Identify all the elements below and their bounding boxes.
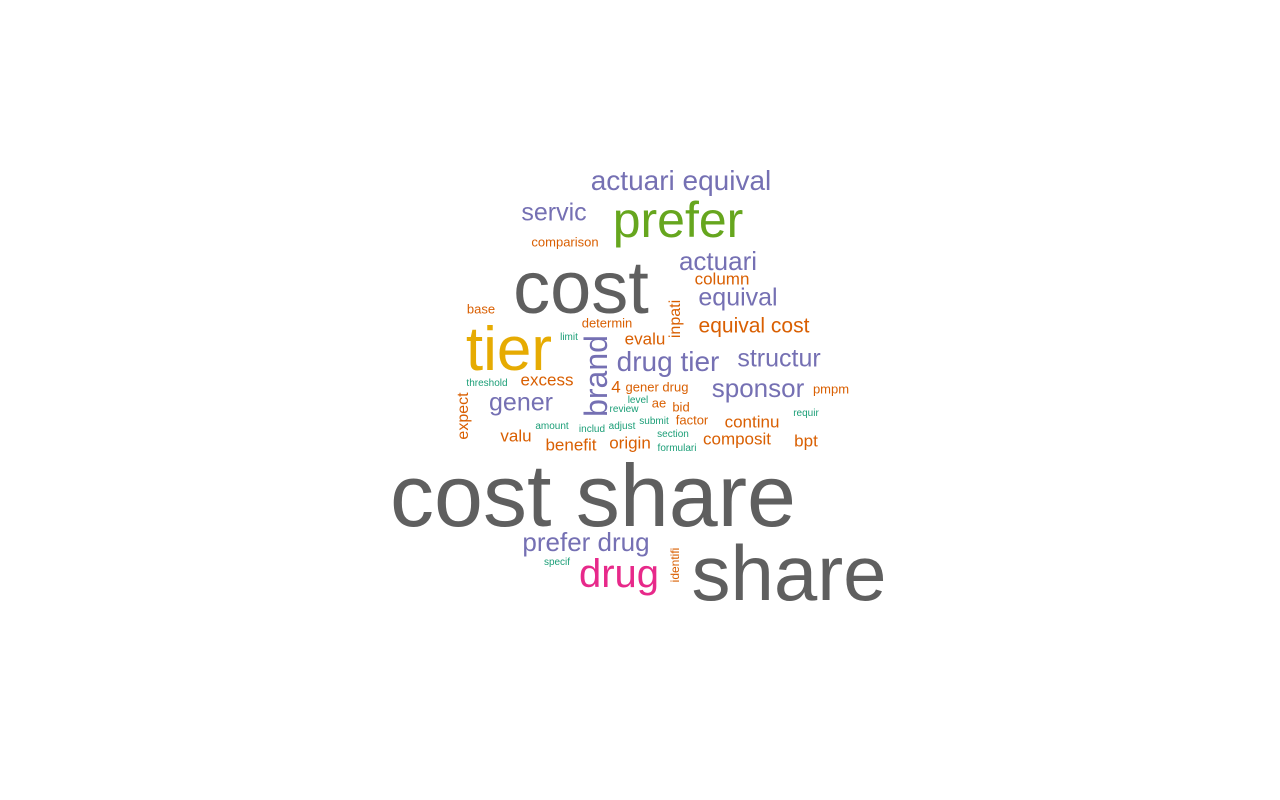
- word-prefer-drug: prefer drug: [522, 527, 650, 557]
- word-bid: bid: [672, 399, 690, 415]
- word-equival-cost: equival cost: [698, 314, 810, 338]
- word-determin: determin: [581, 315, 633, 331]
- word-column: column: [694, 269, 750, 289]
- word-share: share: [691, 529, 887, 617]
- word-review: review: [609, 404, 639, 415]
- word-adjust: adjust: [608, 421, 636, 432]
- word-ae: ae: [651, 395, 667, 411]
- word-4: 4: [611, 377, 621, 397]
- word-continu: continu: [724, 412, 780, 432]
- word-drug-tier: drug tier: [616, 346, 720, 377]
- word-cost-share: cost share: [390, 446, 796, 545]
- word-comparison: comparison: [531, 234, 599, 250]
- word-identifi: identifi: [668, 547, 682, 583]
- word-factor: factor: [675, 412, 709, 428]
- word-inpati: inpati: [667, 299, 684, 339]
- word-gener-drug: gener drug: [625, 379, 689, 395]
- word-base: base: [466, 301, 496, 317]
- word-excess: excess: [520, 370, 574, 390]
- word-actuari: actuari: [678, 246, 758, 276]
- word-section: section: [657, 429, 689, 440]
- word-drug: drug: [578, 552, 660, 596]
- word-servic: servic: [521, 198, 587, 227]
- word-includ: includ: [578, 424, 606, 435]
- word-actuari-equival: actuari equival: [590, 165, 772, 196]
- word-formulari: formulari: [657, 443, 697, 454]
- word-threshold: threshold: [466, 378, 508, 389]
- word-level: level: [627, 395, 649, 406]
- word-equival: equival: [698, 283, 778, 312]
- word-brand: brand: [578, 335, 614, 417]
- word-valu: valu: [500, 426, 532, 446]
- word-specif: specif: [543, 557, 571, 568]
- word-structur: structur: [737, 344, 821, 373]
- word-prefer: prefer: [612, 192, 744, 248]
- word-origin: origin: [609, 433, 651, 453]
- word-amount: amount: [535, 421, 569, 432]
- word-pmpm: pmpm: [812, 381, 850, 397]
- word-composit: composit: [702, 429, 772, 449]
- word-bpt: bpt: [794, 431, 818, 451]
- word-cost: cost: [513, 246, 649, 329]
- word-limit: limit: [560, 332, 578, 343]
- word-requir: requir: [793, 408, 819, 419]
- word-benefit: benefit: [545, 435, 597, 455]
- word-tier: tier: [465, 315, 553, 384]
- word-evalu: evalu: [624, 329, 666, 349]
- word-gener: gener: [489, 388, 553, 417]
- word-expect: expect: [455, 392, 472, 440]
- word-submit: submit: [639, 416, 669, 427]
- word-sponsor: sponsor: [711, 373, 805, 403]
